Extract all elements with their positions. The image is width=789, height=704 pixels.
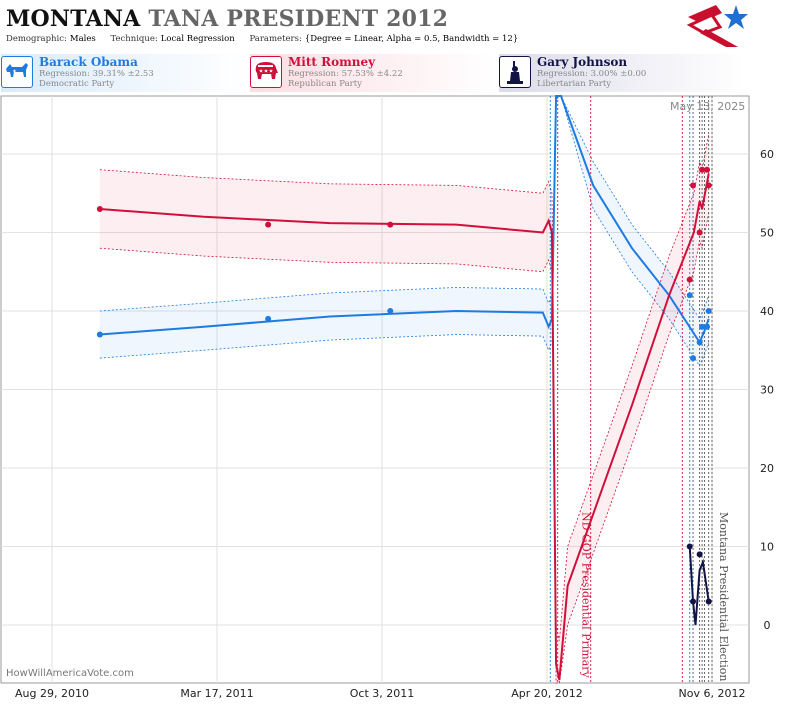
data-point (696, 551, 703, 558)
parameters-label: Parameters: (249, 34, 302, 44)
data-point (690, 355, 697, 362)
points-layer (96, 166, 712, 605)
technique-label: Technique: (110, 34, 158, 44)
star-logo-icon (686, 5, 748, 47)
data-point (699, 166, 706, 173)
title-mid: TANA (148, 6, 219, 32)
candidate-obama[interactable]: Barack Obama Regression: 39.31% ±2.53 De… (1, 54, 247, 92)
data-point (704, 323, 711, 330)
candidate-party: Republican Party (288, 79, 362, 89)
y-tick-label: 60 (760, 148, 774, 161)
candidate-name: Mitt Romney (288, 55, 376, 69)
candidate-regression: Regression: 39.31% ±2.53 (39, 69, 154, 79)
candidate-legend: Barack Obama Regression: 39.31% ±2.53 De… (0, 54, 750, 94)
data-point (705, 598, 712, 605)
title-state: MONTANA (6, 6, 141, 32)
series-line (99, 173, 710, 681)
x-tick-label: Nov 6, 2012 (679, 687, 746, 700)
donkey-icon (1, 56, 33, 88)
confidence-band (99, 96, 709, 366)
data-point (699, 323, 706, 330)
x-tick-label: Oct 3, 2011 (350, 687, 415, 700)
data-point (686, 292, 693, 299)
technique-value: Local Regression (160, 34, 235, 44)
y-tick-label: 0 (764, 619, 771, 632)
annotation-label: ND GOP Presidential Primary (580, 512, 593, 679)
series-line (99, 95, 710, 345)
liberty-icon (499, 56, 531, 88)
data-point (265, 315, 272, 322)
band-layer (99, 95, 710, 684)
annotation-label: Montana Presidential Election (717, 512, 730, 681)
page-title: MONTANA TANA PRESIDENT 2012 (6, 6, 448, 32)
parameters-line: Demographic: Males Technique: Local Regres… (6, 34, 530, 44)
band-lower-edge (99, 95, 710, 367)
candidate-johnson[interactable]: Gary Johnson Regression: 3.00% ±0.00 Lib… (499, 54, 745, 92)
data-point (686, 543, 693, 550)
candidate-name: Gary Johnson (537, 55, 628, 69)
band-lower-edge (99, 212, 710, 684)
candidate-name: Barack Obama (39, 55, 138, 69)
y-tick-label: 50 (760, 227, 774, 240)
data-point (705, 182, 712, 189)
candidate-party: Democratic Party (39, 79, 115, 89)
data-point (96, 205, 103, 212)
data-point (686, 276, 693, 283)
elephant-icon (250, 56, 282, 88)
y-tick-label: 30 (760, 384, 774, 397)
band-upper-edge (99, 134, 710, 641)
candidate-party: Libertarian Party (537, 79, 612, 89)
demographic-label: Demographic: (6, 34, 67, 44)
x-tick-label: Apr 20, 2012 (511, 687, 583, 700)
y-tick-label: 40 (760, 305, 774, 318)
data-point (690, 598, 697, 605)
data-point (696, 339, 703, 346)
series-lines-layer (99, 95, 710, 681)
data-point (387, 221, 394, 228)
data-point (705, 308, 712, 314)
site-credit: HowWillAmericaVote.com (6, 668, 134, 679)
data-point (96, 331, 103, 338)
header: MONTANA TANA PRESIDENT 2012 Demographic:… (0, 0, 789, 52)
demographic-value: Males (69, 34, 96, 44)
data-point (690, 182, 697, 189)
y-tick-label: 20 (760, 462, 774, 475)
candidate-regression: Regression: 57.53% ±4.22 (288, 69, 403, 79)
date-stamp: May 13, 2025 (670, 100, 746, 113)
series-line (688, 546, 710, 626)
annotations-layer: ND GOP Presidential Primary Montana Presi… (580, 512, 730, 681)
data-point (265, 221, 272, 228)
data-point (387, 308, 394, 314)
ticks-layer: Aug 29, 2010 Mar 17, 2011 Oct 3, 2011 Apr 2… (15, 148, 774, 700)
candidate-regression: Regression: 3.00% ±0.00 (537, 69, 647, 79)
candidate-romney[interactable]: Mitt Romney Regression: 57.53% ±4.22 Rep… (250, 54, 496, 92)
title-race: PRESIDENT 2012 (226, 6, 449, 32)
parameters-value: {Degree = Linear, Alpha = 0.5, Bandwidth… (304, 34, 519, 44)
y-tick-label: 10 (760, 541, 774, 554)
x-tick-label: Aug 29, 2010 (15, 687, 89, 700)
data-point (696, 229, 703, 236)
x-tick-label: Mar 17, 2011 (180, 687, 253, 700)
band-upper-edge (99, 95, 710, 320)
data-point (704, 166, 711, 173)
confidence-band (99, 134, 709, 683)
